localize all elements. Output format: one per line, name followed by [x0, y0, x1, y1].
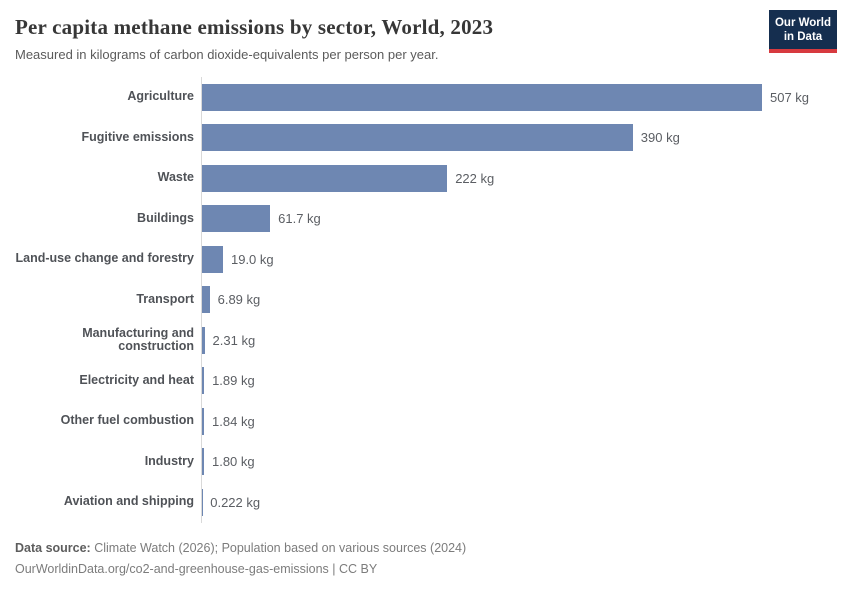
bar-cell: 390 kg: [201, 117, 835, 158]
chart-row: Fugitive emissions 390 kg: [15, 117, 835, 158]
bar[interactable]: [202, 124, 633, 152]
category-label: Buildings: [137, 210, 194, 225]
chart-row: Aviation and shipping 0.222 kg: [15, 482, 835, 523]
bar[interactable]: [202, 326, 205, 354]
bar-cell: 1.89 kg: [201, 360, 835, 401]
chart-row: Industry 1.80 kg: [15, 441, 835, 482]
value-label: 390 kg: [640, 130, 680, 146]
chart-subtitle: Measured in kilograms of carbon dioxide-…: [15, 47, 439, 62]
bar-cell: 2.31 kg: [201, 320, 835, 361]
category-label: Industry: [144, 453, 194, 468]
bar[interactable]: [202, 367, 205, 395]
chart-row: Buildings 61.7 kg: [15, 198, 835, 239]
category-label: Agriculture: [127, 89, 194, 104]
page-title: Per capita methane emissions by sector, …: [15, 15, 494, 39]
category-label: Aviation and shipping: [63, 494, 194, 509]
bar[interactable]: [202, 407, 205, 435]
data-source-line: Data source: Climate Watch (2026); Popul…: [15, 538, 835, 559]
value-label: 507 kg: [770, 89, 810, 105]
category-label: Fugitive emissions: [81, 129, 194, 144]
bar[interactable]: [202, 164, 448, 192]
category-label: Transport: [136, 291, 194, 306]
bar-cell: 19.0 kg: [201, 239, 835, 280]
bar[interactable]: [202, 245, 223, 273]
bar[interactable]: [202, 205, 271, 233]
bar[interactable]: [202, 448, 204, 476]
bar-cell: 61.7 kg: [201, 198, 835, 239]
owid-logo-line1: Our World: [774, 17, 831, 29]
value-label: 0.222 kg: [210, 494, 261, 510]
data-source-label: Data source:: [15, 540, 91, 555]
category-label: Electricity and heat: [79, 372, 194, 387]
value-label: 1.84 kg: [212, 413, 255, 429]
value-label: 19.0 kg: [230, 251, 274, 267]
chart-footer: Data source: Climate Watch (2026); Popul…: [0, 538, 850, 581]
value-label: 222 kg: [455, 170, 495, 186]
bar[interactable]: [202, 286, 210, 314]
value-label: 1.89 kg: [212, 373, 255, 389]
value-label: 6.89 kg: [217, 292, 261, 308]
chart-row: Manufacturing and construction 2.31 kg: [15, 320, 835, 361]
bar-cell: 507 kg: [201, 77, 835, 118]
bar-cell: 222 kg: [201, 158, 835, 199]
value-label: 1.80 kg: [211, 454, 255, 470]
category-label: Other fuel combustion: [60, 413, 194, 428]
category-label: Waste: [157, 170, 194, 185]
bar-chart: Agriculture 507 kg Fugitive emissions 39…: [0, 77, 850, 523]
value-label: 61.7 kg: [278, 211, 321, 227]
bar-cell: 1.84 kg: [201, 401, 835, 442]
data-source-text: Climate Watch (2026); Population based o…: [90, 540, 467, 555]
chart-row: Transport 6.89 kg: [15, 279, 835, 320]
chart-header: Per capita methane emissions by sector, …: [0, 0, 850, 62]
chart-row: Waste 222 kg: [15, 158, 835, 199]
category-label: Land-use change and forestry: [15, 251, 194, 266]
bar[interactable]: [202, 83, 762, 111]
chart-row: Electricity and heat 1.89 kg: [15, 360, 835, 401]
chart-row: Agriculture 507 kg: [15, 77, 835, 118]
owid-url-link[interactable]: OurWorldinData.org/co2-and-greenhouse-ga…: [15, 561, 378, 576]
bar-cell: 6.89 kg: [201, 279, 835, 320]
value-label: 2.31 kg: [212, 332, 256, 348]
chart-row: Land-use change and forestry 19.0 kg: [15, 239, 835, 280]
chart-row: Other fuel combustion 1.84 kg: [15, 401, 835, 442]
owid-logo-line2: in Data: [783, 31, 823, 44]
bar-cell: 1.80 kg: [201, 441, 835, 482]
owid-logo[interactable]: Our World in Data: [769, 10, 837, 53]
bar-cell: 0.222 kg: [201, 482, 835, 523]
category-label: Manufacturing and construction: [82, 325, 194, 354]
